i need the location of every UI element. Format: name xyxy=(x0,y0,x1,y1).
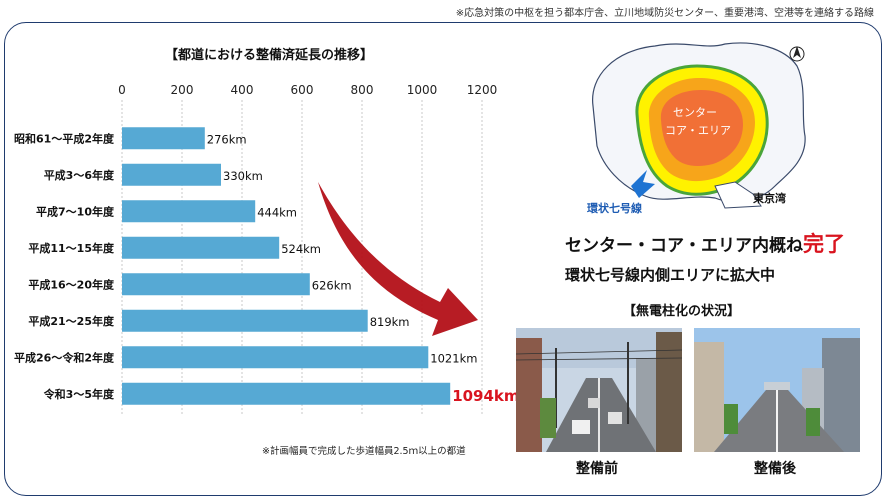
category-labels: 昭和61～平成2年度平成3～6年度平成7～10年度平成11～15年度平成16～2… xyxy=(14,131,115,401)
tokyo-map: センター コア・エリア 東京湾 環状七号線 xyxy=(587,42,806,214)
category-label: 平成21～25年度 xyxy=(28,314,115,328)
photo-after xyxy=(694,328,860,452)
value-label: 1021km xyxy=(430,351,477,365)
x-tick-label: 800 xyxy=(351,83,374,97)
value-label: 276km xyxy=(207,132,247,146)
map-bay-label: 東京湾 xyxy=(753,191,786,205)
category-label: 平成16～20年度 xyxy=(28,277,115,291)
bars xyxy=(122,127,451,405)
bar xyxy=(122,273,310,296)
value-label: 524km xyxy=(281,242,321,256)
x-tick-label: 400 xyxy=(231,83,254,97)
chart-title: 【都道における整備済延長の推移】 xyxy=(165,48,374,63)
x-tick-label: 600 xyxy=(291,83,314,97)
photo-before xyxy=(516,328,682,452)
trend-arrow-icon xyxy=(318,182,478,336)
map-ring-label: 環状七号線 xyxy=(587,201,642,214)
value-label: 330km xyxy=(223,169,263,183)
value-labels: 276km 330km 444km 524km 626km 819km 1021km 1094… xyxy=(207,132,520,405)
photos-title: 【無電柱化の状況】 xyxy=(623,304,741,319)
north-arrow-icon xyxy=(789,46,805,62)
category-label: 平成26～令和2年度 xyxy=(14,350,115,364)
category-label: 昭和61～平成2年度 xyxy=(14,131,115,145)
value-label: 819km xyxy=(370,315,410,329)
category-label: 平成11～15年度 xyxy=(28,241,115,255)
photo-after-label: 整備後 xyxy=(754,461,796,477)
status-line-1: センター・コア・エリア内概ね完了 xyxy=(565,228,845,258)
status-complete-badge: 完了 xyxy=(803,232,845,256)
category-label: 平成7～10年度 xyxy=(36,204,115,218)
bar xyxy=(122,236,280,259)
x-tick-label: 1200 xyxy=(467,83,498,97)
bar xyxy=(122,309,368,332)
map-center-label-1: センター xyxy=(673,106,717,119)
bar xyxy=(122,346,429,369)
category-label: 平成3～6年度 xyxy=(44,168,115,182)
value-label: 1094km xyxy=(452,387,519,405)
photo-before-label: 整備前 xyxy=(576,461,618,477)
status-line-1-prefix: センター・コア・エリア内概ね xyxy=(565,236,803,256)
x-tick-label: 1000 xyxy=(407,83,438,97)
bar xyxy=(122,127,205,150)
x-tick-label: 200 xyxy=(171,83,194,97)
bar xyxy=(122,200,256,223)
map-center-label-2: コア・エリア xyxy=(665,124,731,137)
value-label: 626km xyxy=(312,278,352,292)
chart-footnote: ※計画幅員で完成した歩道幅員2.5ｍ以上の都道 xyxy=(262,446,466,457)
value-label: 444km xyxy=(257,205,297,219)
ring-pointer-icon xyxy=(631,170,655,198)
x-tick-labels: 0 200 400 600 800 1000 1200 xyxy=(118,83,497,97)
status-line-2: 環状七号線内側エリアに拡大中 xyxy=(565,266,776,284)
top-note: ※応急対策の中枢を担う都本庁舎、立川地域防災センター、重要港湾、空港等を連絡する… xyxy=(455,8,874,19)
x-tick-label: 0 xyxy=(118,83,126,97)
category-label: 令和3～5年度 xyxy=(43,387,115,401)
bar xyxy=(122,382,451,405)
bar xyxy=(122,163,221,186)
